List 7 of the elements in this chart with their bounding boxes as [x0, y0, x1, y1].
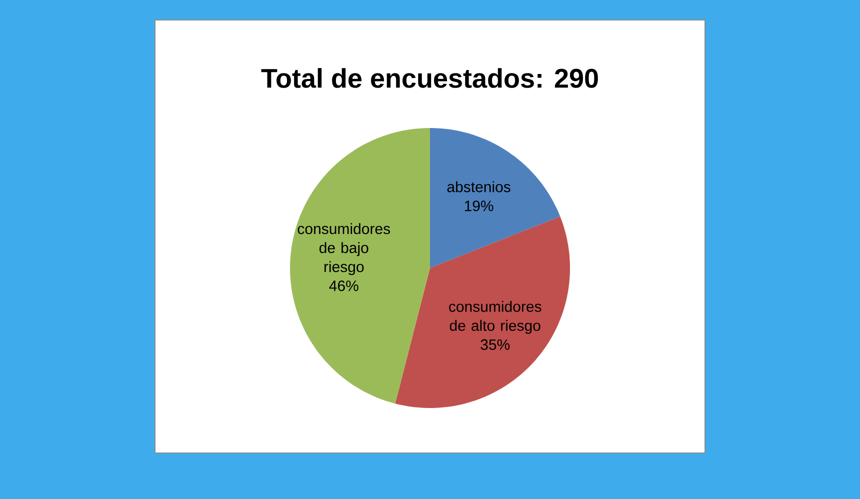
- chart-title: Total de encuestados: 290: [261, 68, 598, 88]
- slice-label: consumidores de bajo riesgo: [298, 223, 390, 276]
- slice-label: consumidores de alto riesgo: [449, 300, 542, 334]
- slice-label: abstenios: [447, 181, 510, 192]
- data-label: 46%: [329, 280, 358, 292]
- data-label: 19%: [464, 200, 494, 212]
- data-label: 35%: [480, 339, 510, 350]
